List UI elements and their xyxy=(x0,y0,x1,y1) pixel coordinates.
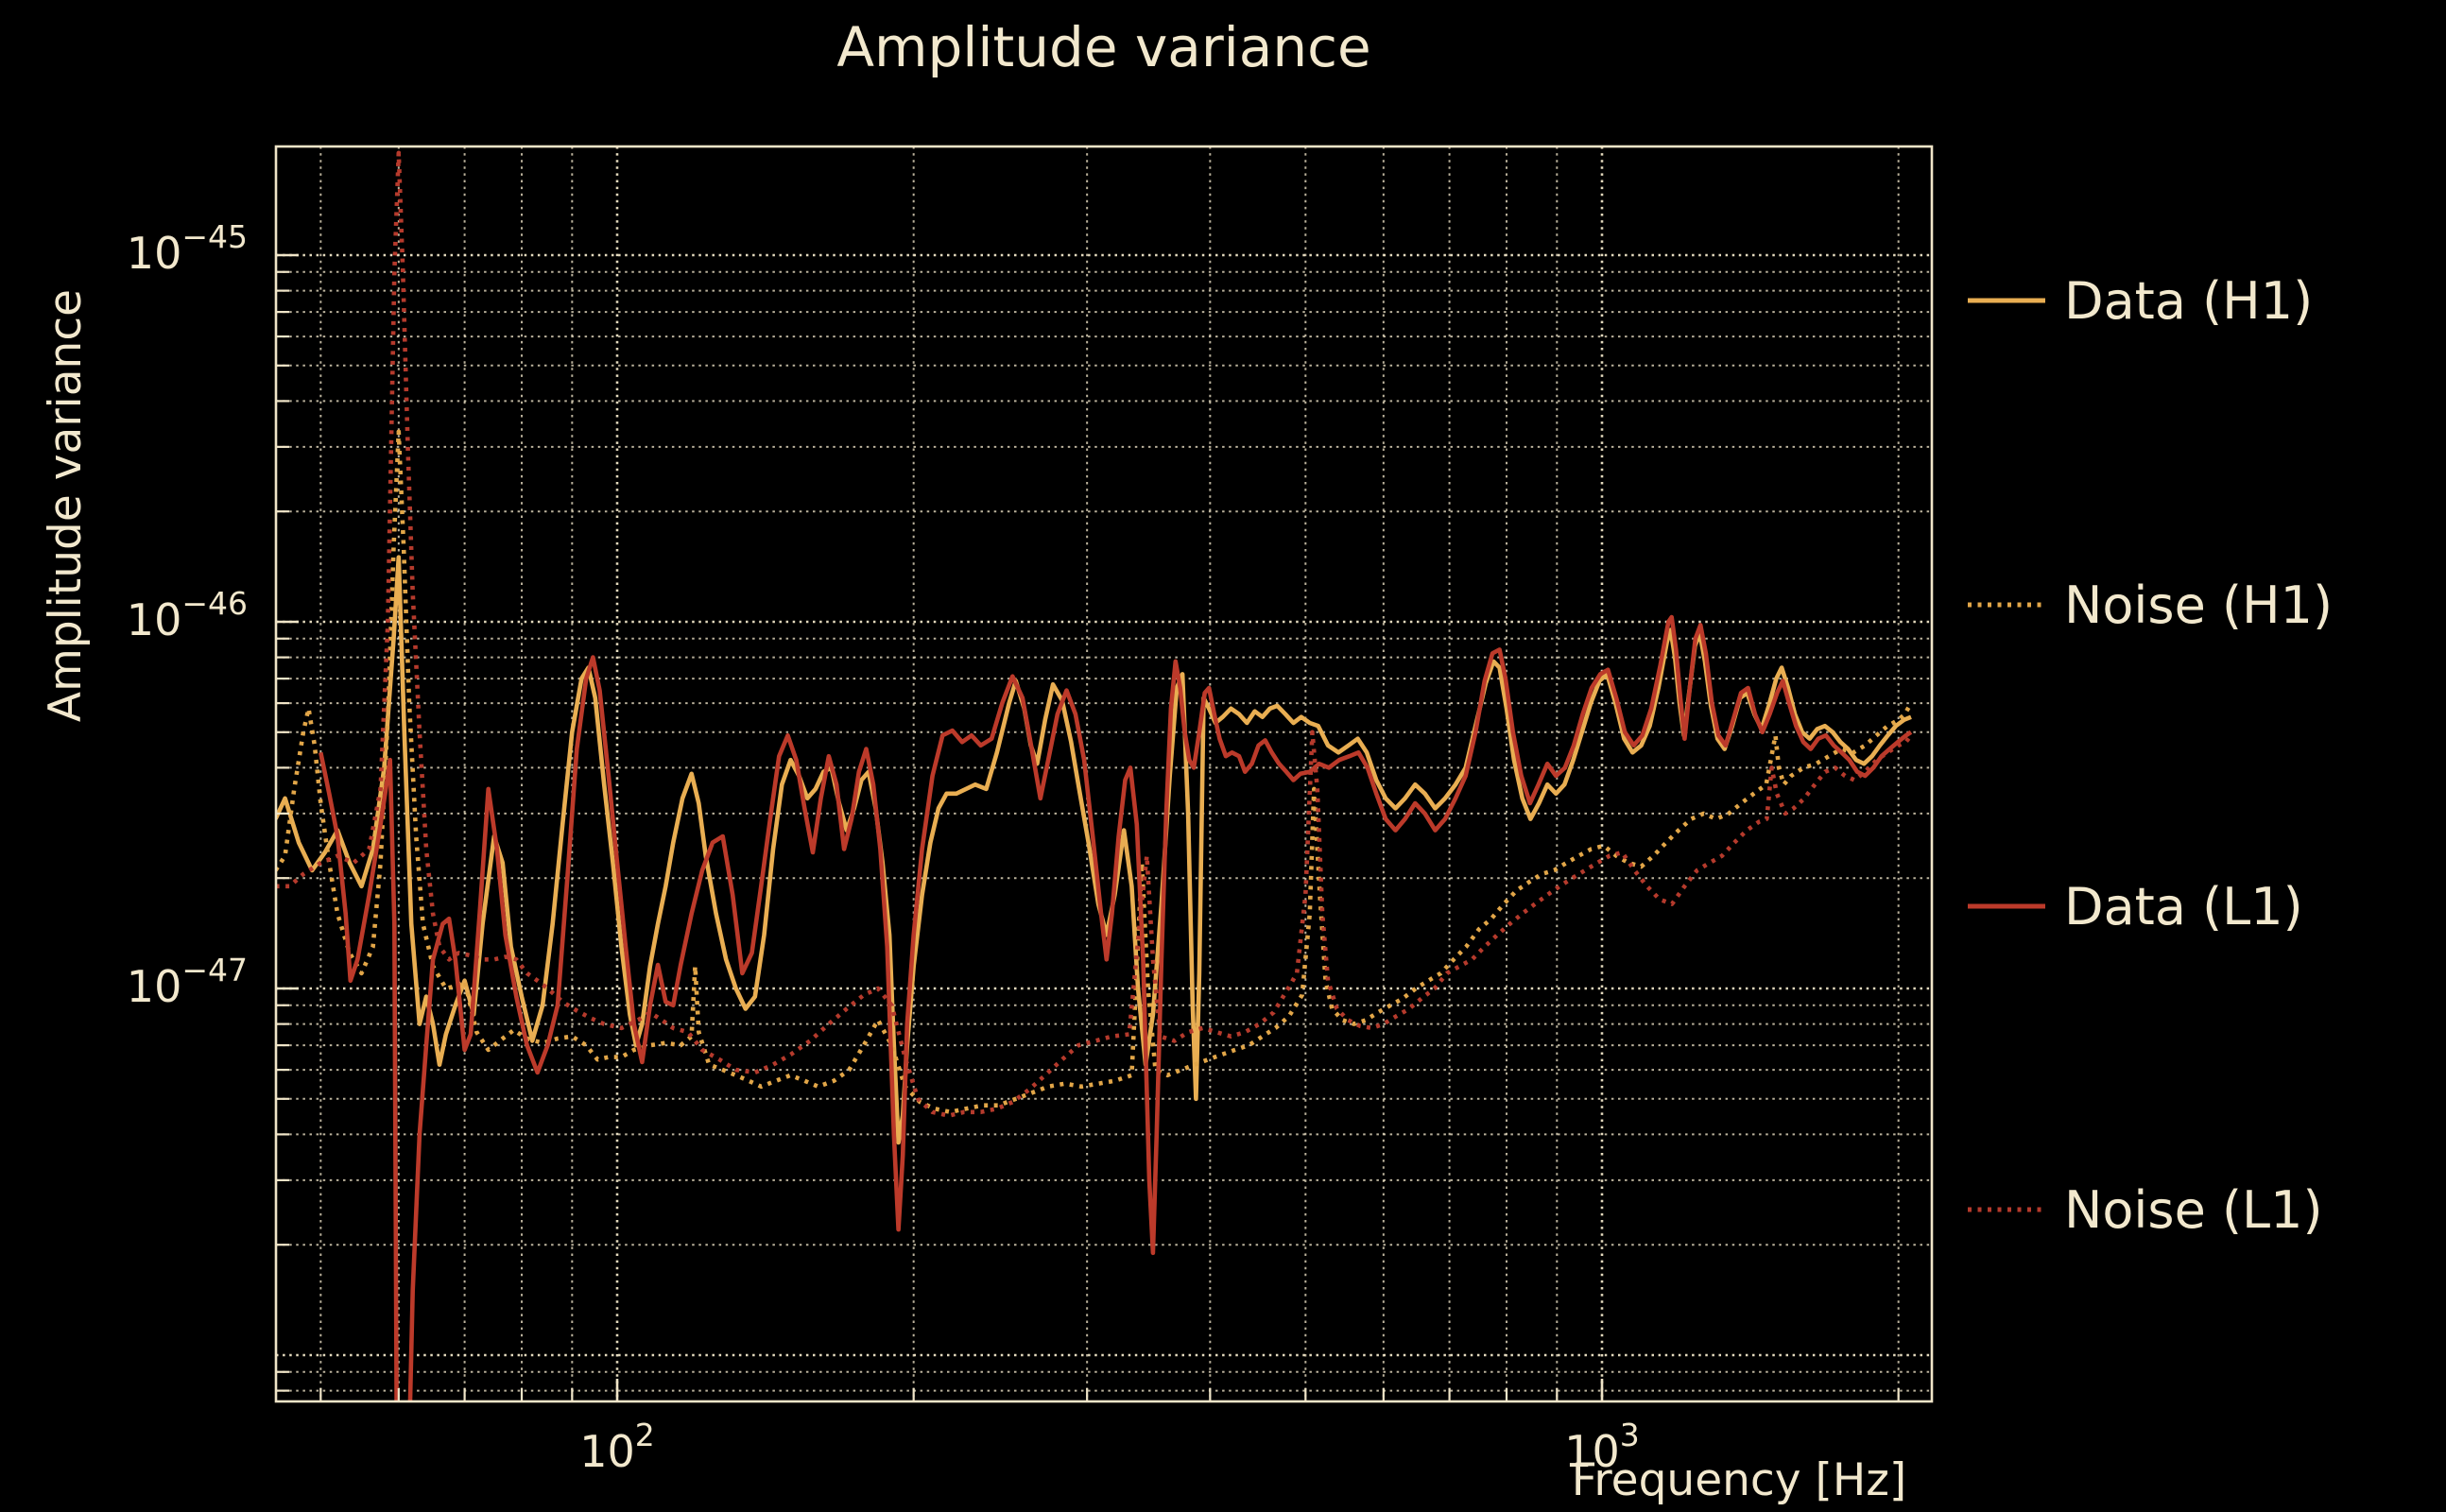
legend-label: Noise (H1) xyxy=(2064,576,2333,635)
chart-title: Amplitude variance xyxy=(836,15,1370,79)
legend-item-data-l1-: Data (L1) xyxy=(1968,877,2303,936)
legend: Data (H1) Noise (H1) Data (L1) Noise (L1) xyxy=(1968,271,2333,1240)
grid-lines xyxy=(276,146,1932,1401)
legend-item-data-h1-: Data (H1) xyxy=(1968,271,2313,331)
legend-item-noise-l1-: Noise (L1) xyxy=(1968,1180,2323,1240)
legend-item-noise-h1-: Noise (H1) xyxy=(1968,576,2333,635)
series-data-l1- xyxy=(319,614,1913,1401)
y-tick-labels: 10−45 10−46 10−47 xyxy=(127,218,248,1012)
y-tick-10e−45: 10−45 xyxy=(127,218,248,279)
data-series xyxy=(276,150,1913,1401)
x-tick-10e2: 102 xyxy=(579,1417,655,1477)
x-tick-10e3: 103 xyxy=(1564,1417,1640,1477)
legend-label: Data (H1) xyxy=(2064,271,2313,331)
axes-box-and-ticks xyxy=(274,145,1934,1403)
y-axis-label: Amplitude variance xyxy=(40,289,92,722)
x-tick-labels: 102 103 xyxy=(579,1417,1640,1477)
y-tick-10e−47: 10−47 xyxy=(127,952,248,1012)
legend-label: Data (L1) xyxy=(2064,877,2303,936)
x-axis-label: Frequency [Hz] xyxy=(1572,1454,1906,1506)
y-tick-10e−46: 10−46 xyxy=(127,585,248,645)
series-noise-l1- xyxy=(276,150,1913,1118)
legend-label: Noise (L1) xyxy=(2064,1180,2323,1240)
